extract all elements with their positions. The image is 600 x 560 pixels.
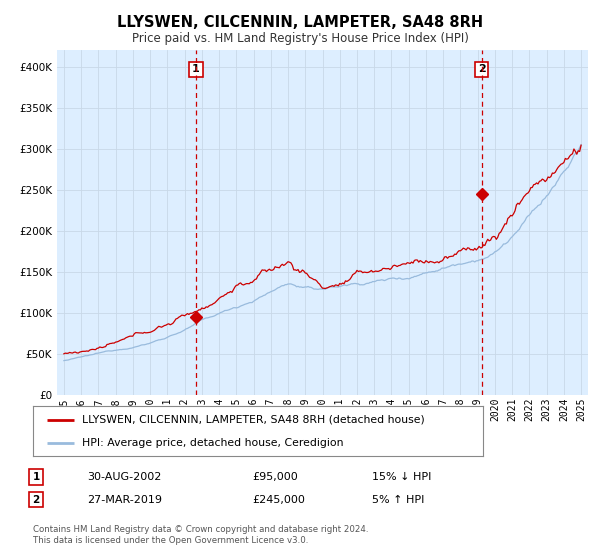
Text: 1: 1: [192, 64, 200, 74]
Text: 5% ↑ HPI: 5% ↑ HPI: [372, 494, 424, 505]
Text: £95,000: £95,000: [252, 472, 298, 482]
Text: 27-MAR-2019: 27-MAR-2019: [87, 494, 162, 505]
Text: LLYSWEN, CILCENNIN, LAMPETER, SA48 8RH (detached house): LLYSWEN, CILCENNIN, LAMPETER, SA48 8RH (…: [83, 414, 425, 424]
Text: £245,000: £245,000: [252, 494, 305, 505]
Text: Contains HM Land Registry data © Crown copyright and database right 2024.
This d: Contains HM Land Registry data © Crown c…: [33, 525, 368, 545]
Text: 1: 1: [32, 472, 40, 482]
Text: 30-AUG-2002: 30-AUG-2002: [87, 472, 161, 482]
Text: HPI: Average price, detached house, Ceredigion: HPI: Average price, detached house, Cere…: [83, 438, 344, 448]
Text: 2: 2: [478, 64, 485, 74]
Text: 15% ↓ HPI: 15% ↓ HPI: [372, 472, 431, 482]
Text: 2: 2: [32, 494, 40, 505]
Text: Price paid vs. HM Land Registry's House Price Index (HPI): Price paid vs. HM Land Registry's House …: [131, 32, 469, 45]
Text: LLYSWEN, CILCENNIN, LAMPETER, SA48 8RH: LLYSWEN, CILCENNIN, LAMPETER, SA48 8RH: [117, 15, 483, 30]
